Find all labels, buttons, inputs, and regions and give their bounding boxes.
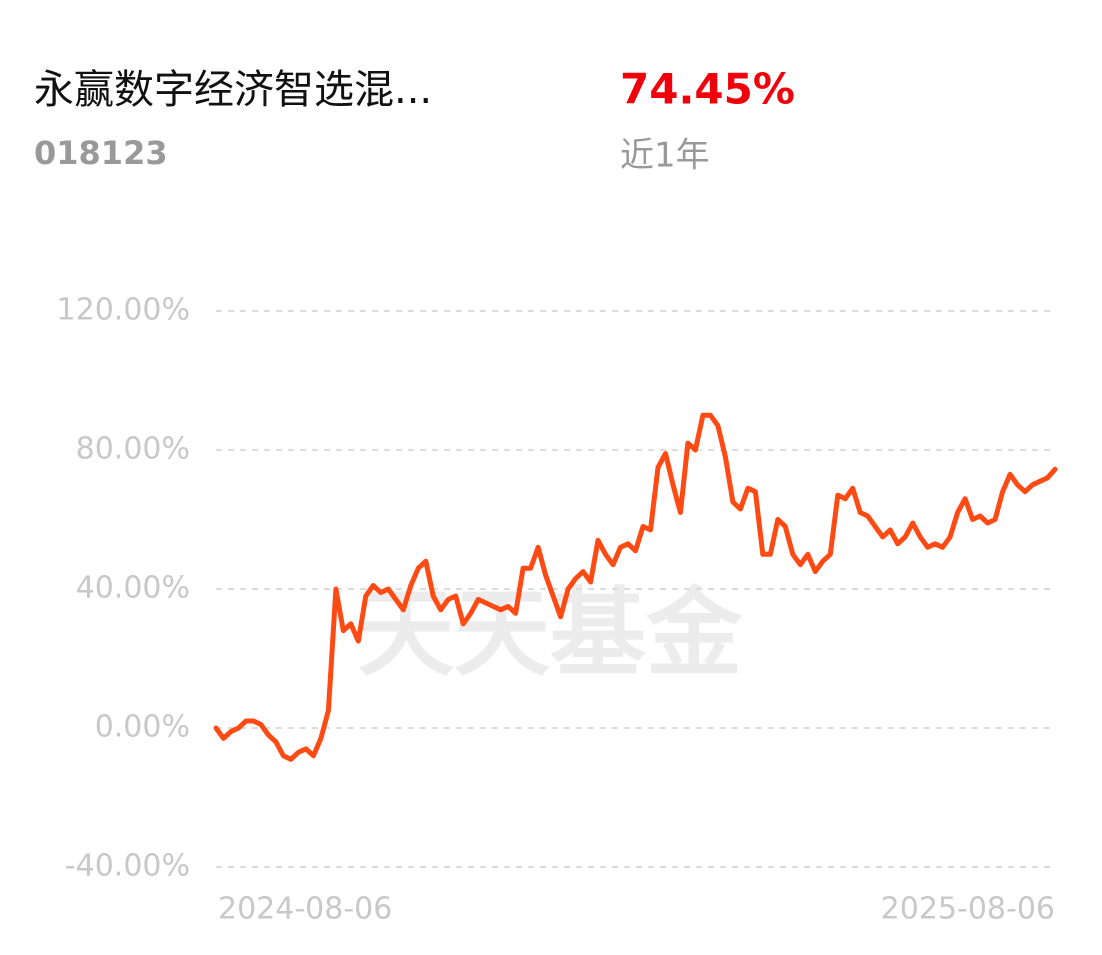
line (213, 412, 1058, 762)
return-period: 近1年 (620, 136, 710, 176)
return-value: 74.45% (620, 65, 795, 114)
y-tick-label: 40.00% (76, 571, 190, 606)
x-tick-label: 2024-08-06 (218, 892, 392, 927)
y-tick-label: 0.00% (95, 710, 190, 745)
fund-code: 018123 (34, 134, 168, 172)
y-tick-label: -40.00% (65, 849, 190, 884)
y-tick-label: 120.00% (57, 293, 190, 328)
y-tick-label: 80.00% (76, 432, 190, 467)
fund-name: 永赢数字经济智选混... (34, 67, 432, 113)
x-tick-label: 2025-08-06 (881, 892, 1055, 927)
